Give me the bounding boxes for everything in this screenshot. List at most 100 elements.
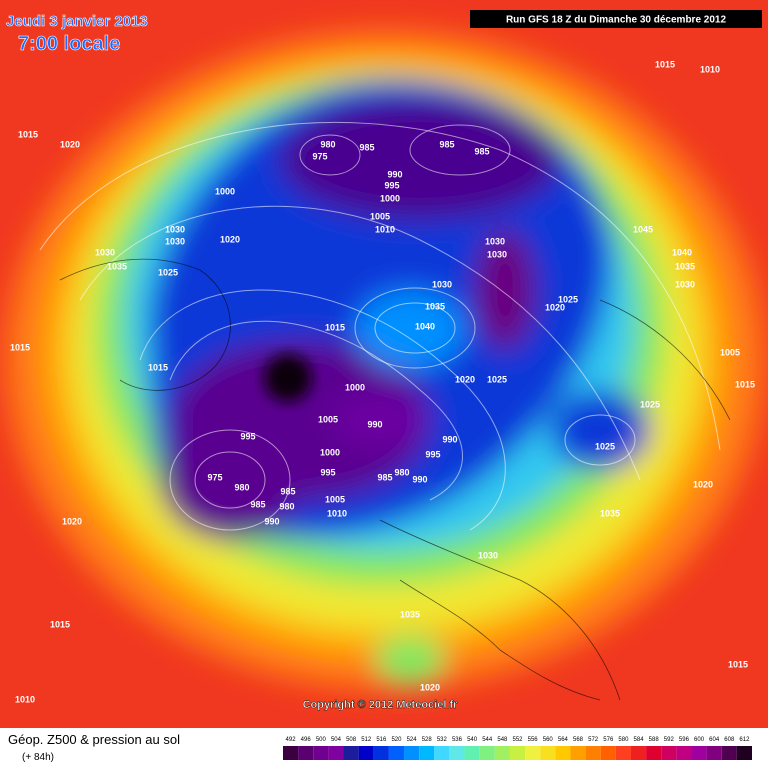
pressure-label: 1025 <box>158 267 178 277</box>
copyright: Copyright © 2012 Meteociel.fr <box>303 699 459 711</box>
pressure-label: 1005 <box>318 414 338 424</box>
pressure-label: 1020 <box>545 302 565 312</box>
scale-swatch <box>525 746 541 760</box>
pressure-label: 1015 <box>18 129 38 139</box>
pressure-label: 995 <box>384 180 399 190</box>
pressure-label: 1000 <box>345 382 365 392</box>
scale-swatch <box>298 746 314 760</box>
pressure-label: 1010 <box>327 508 347 518</box>
scale-label: 540 <box>467 737 478 743</box>
pressure-label: 1030 <box>478 550 498 560</box>
pressure-label: 995 <box>425 449 440 459</box>
pressure-label: 1010 <box>375 224 395 234</box>
scale-swatch <box>540 746 556 760</box>
pressure-label: 1025 <box>595 441 615 451</box>
coastlines <box>59 258 731 701</box>
pressure-label: 1030 <box>485 236 505 246</box>
scale-label: 532 <box>437 737 448 743</box>
scale-label: 504 <box>331 737 342 743</box>
pressure-label: 1010 <box>15 694 35 704</box>
scale-label: 496 <box>301 737 312 743</box>
pressure-label: 985 <box>439 139 454 149</box>
scale-swatch <box>630 746 647 760</box>
footer-lead: (+ 84h) <box>22 752 54 763</box>
pressure-label: 975 <box>207 472 222 482</box>
run-text: Run GFS 18 Z du Dimanche 30 décembre 201… <box>506 15 727 26</box>
scale-label: 512 <box>361 737 372 743</box>
pressure-label: 1025 <box>487 374 507 384</box>
scale-swatch <box>343 746 359 760</box>
scale-swatch <box>509 746 526 760</box>
pressure-label: 1040 <box>672 247 692 257</box>
pressure-label: 980 <box>394 467 409 477</box>
pressure-label: 1030 <box>432 279 452 289</box>
scale-swatch <box>449 746 465 760</box>
pressure-label: 1030 <box>487 249 507 259</box>
scale-swatch <box>373 746 389 760</box>
pressure-label: 1035 <box>600 508 620 518</box>
pressure-label: 980 <box>234 482 249 492</box>
scale-label: 516 <box>376 737 387 743</box>
pressure-label: 1015 <box>655 59 675 69</box>
scale-swatch <box>283 746 299 760</box>
scale-label: 548 <box>497 737 508 743</box>
pressure-label: 1000 <box>320 447 340 457</box>
pressure-label: 1025 <box>558 294 578 304</box>
scale-label: 596 <box>679 737 690 743</box>
scale-swatch <box>646 746 662 760</box>
pressure-label: 985 <box>377 472 392 482</box>
pressure-label: 1035 <box>425 301 445 311</box>
scale-swatch <box>404 746 420 760</box>
date-text: Jeudi 3 janvier 2013 <box>6 13 148 30</box>
footer-title: Géop. Z500 & pression au sol <box>8 732 180 747</box>
pressure-label: 1010 <box>700 64 720 74</box>
pressure-label: 1030 <box>675 279 695 289</box>
pressure-label: 985 <box>250 499 265 509</box>
scale-label: 608 <box>724 737 735 743</box>
scale-label: 508 <box>346 737 357 743</box>
pressure-label: 1005 <box>370 211 390 221</box>
isobars <box>39 122 721 531</box>
scale-swatch <box>434 746 450 760</box>
pressure-label: 1020 <box>455 374 475 384</box>
pressure-label: 990 <box>412 474 427 484</box>
pressure-label: 1015 <box>50 619 70 629</box>
scale-label: 600 <box>694 737 705 743</box>
pressure-label: 985 <box>359 142 374 152</box>
scale-swatch <box>419 746 435 760</box>
scale-label: 612 <box>739 737 750 743</box>
pressure-label: 1040 <box>415 321 435 331</box>
scale-swatch <box>328 746 344 760</box>
scale-label: 560 <box>543 737 554 743</box>
scale-label: 544 <box>482 737 493 743</box>
scale-swatch <box>479 746 495 760</box>
scale-swatch <box>570 746 586 760</box>
scale-swatch <box>736 746 752 760</box>
scale-label: 492 <box>286 737 297 743</box>
pressure-label: 1030 <box>165 224 185 234</box>
scale-label: 556 <box>528 737 539 743</box>
scale-label: 500 <box>316 737 327 743</box>
scale-label: 588 <box>649 737 660 743</box>
pressure-label: 1000 <box>380 193 400 203</box>
pressure-label: 1020 <box>60 139 80 149</box>
scale-swatch <box>464 746 480 760</box>
scale-label: 604 <box>709 737 720 743</box>
run-box <box>470 10 762 28</box>
scale-label: 580 <box>618 737 629 743</box>
scale-label: 564 <box>558 737 569 743</box>
scale-label: 528 <box>422 737 433 743</box>
scale-label: 524 <box>407 737 418 743</box>
scale-label: 568 <box>573 737 584 743</box>
pressure-label: 1035 <box>675 261 695 271</box>
pressure-labels: 1015 1010 1015 1020 980 975 985 985 985 990 995 100… <box>10 59 755 704</box>
scale-label: 576 <box>603 737 614 743</box>
scale-swatch <box>388 746 405 760</box>
pressure-label: 1030 <box>165 236 185 246</box>
pressure-label: 975 <box>312 151 327 161</box>
scale-swatch <box>676 746 692 760</box>
pressure-label: 985 <box>474 146 489 156</box>
scale-swatch <box>358 746 374 760</box>
